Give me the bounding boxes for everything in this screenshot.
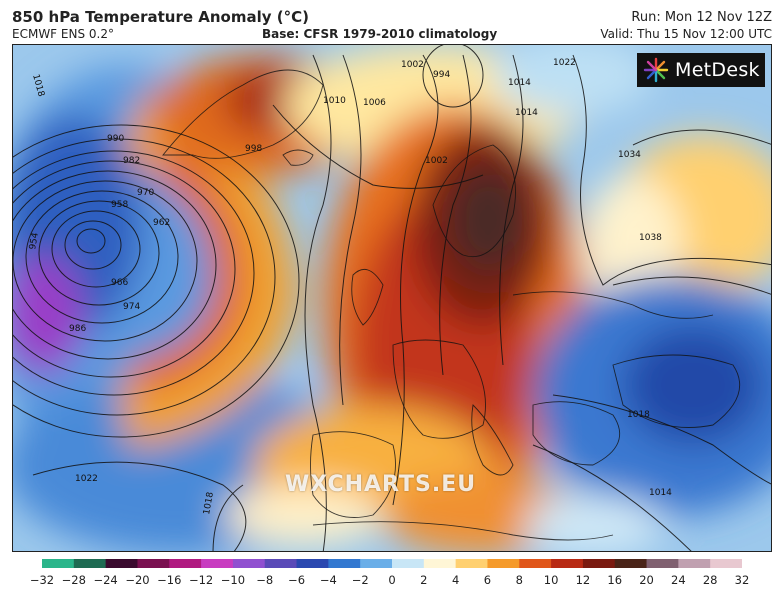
colorbar-segment <box>455 559 489 568</box>
isobar-label: 998 <box>245 144 262 154</box>
wxcharts-watermark: WXCHARTS.EU <box>285 472 477 497</box>
colorbar-segment <box>646 559 679 568</box>
colorbar-tick-label: 0 <box>388 573 396 587</box>
isobar-label: 1002 <box>425 156 448 166</box>
map-canvas: 1018 1010 1006 1002 994 1022 1034 1038 9… <box>13 45 771 551</box>
colorbar-segment <box>582 559 616 568</box>
isobar-label: 958 <box>111 200 128 210</box>
isobar-label: 1010 <box>323 96 346 106</box>
colorbar-tick-label: 32 <box>734 573 750 587</box>
colorbar-tick-label: 10 <box>543 573 559 587</box>
colorbar-segment <box>678 559 711 568</box>
colorbar-tick-label: 16 <box>607 573 623 587</box>
colorbar-tick-label: −28 <box>61 573 86 587</box>
isobar-label: 1006 <box>363 98 386 108</box>
isobar-label: 1014 <box>649 488 672 498</box>
colorbar-segment <box>264 559 298 568</box>
colorbar-segment <box>360 559 393 568</box>
colorbar-segment <box>519 559 552 568</box>
climatology-base-label: Base: CFSR 1979-2010 climatology <box>262 27 498 41</box>
colorbar-tick-label: −6 <box>288 573 306 587</box>
isobar-label: 966 <box>111 278 128 288</box>
colorbar-tick-label: 24 <box>671 573 686 587</box>
isobar-label: 974 <box>123 302 140 312</box>
colorbar-tick-label: 28 <box>702 573 718 587</box>
isobar-label: 1022 <box>75 474 98 484</box>
isobar-label: 1034 <box>618 150 641 160</box>
coastlines <box>162 69 741 541</box>
model-label: ECMWF ENS 0.2° <box>12 27 114 41</box>
colorbar-segment <box>328 559 361 568</box>
isobar-label: 994 <box>433 70 450 80</box>
metdesk-logo-text: MetDesk <box>675 59 760 81</box>
colorbar-tick-label: −16 <box>157 573 182 587</box>
colorbar-tick-label: −12 <box>188 573 214 587</box>
isobar-label: 954 <box>28 232 41 251</box>
colorbar-tick-label: −10 <box>220 573 246 587</box>
colorbar-tick-label: −8 <box>256 573 274 587</box>
colorbar-tick-label: 8 <box>515 573 523 587</box>
isobar-label: 1018 <box>202 491 216 516</box>
colorbar-segment <box>105 559 139 568</box>
isobar-label: 1014 <box>515 108 538 118</box>
isobar-label: 1022 <box>553 58 576 68</box>
metdesk-logo[interactable]: MetDesk <box>637 53 765 87</box>
colorbar-tick-label: −32 <box>29 573 55 587</box>
metdesk-logo-icon <box>643 57 669 83</box>
colorbar-segment <box>201 559 234 568</box>
colorbar-segment <box>232 559 266 568</box>
isobar-label: 990 <box>107 134 124 144</box>
colorbar-segment <box>423 559 457 568</box>
isobar-label: 1002 <box>401 60 424 70</box>
colorbar-tick-label: 20 <box>639 573 654 587</box>
colorbar-segment <box>296 559 329 568</box>
colorbar-segment <box>137 559 170 568</box>
colorbar-gradient <box>42 559 742 568</box>
colorbar-tick-label: 12 <box>575 573 591 587</box>
isobars <box>13 45 771 551</box>
isobar-label: 1038 <box>639 233 662 243</box>
colorbar-segment <box>487 559 520 568</box>
isobar-label: 1018 <box>627 410 650 420</box>
isobar-label: 982 <box>123 156 140 166</box>
valid-time-label: Valid: Thu 15 Nov 12:00 UTC <box>600 27 772 41</box>
isobar-label: 970 <box>137 188 154 198</box>
colorbar-segment <box>614 559 648 568</box>
colorbar-segment <box>551 559 584 568</box>
colorbar-tick-label: 4 <box>451 573 460 587</box>
colorbar-tick-label: 2 <box>420 573 428 587</box>
colorbar-tick-label: −2 <box>351 573 369 587</box>
chart-title: 850 hPa Temperature Anomaly (°C) <box>12 8 309 26</box>
isobar-label: 1014 <box>508 78 531 88</box>
colorbar-segment <box>73 559 107 568</box>
colorbar-segment <box>169 559 202 568</box>
isobar-label: 986 <box>69 324 86 334</box>
colorbar-segment <box>42 559 75 568</box>
isobar-labels: 1018 1010 1006 1002 994 1022 1034 1038 9… <box>28 58 672 516</box>
colorbar-tick-label: 6 <box>483 573 492 587</box>
colorbar-segment <box>392 559 425 568</box>
run-time-label: Run: Mon 12 Nov 12Z <box>631 10 772 25</box>
isobar-label: 962 <box>153 218 170 228</box>
colorbar-tick-label: −4 <box>319 573 337 587</box>
colorbar-segment <box>710 559 742 568</box>
colorbar: −32 −28 −24 −20 −16 −12 −10 −8 −6 −4 −2 0 2 4 6 8 10 12 16… <box>20 557 764 597</box>
anomaly-map[interactable]: 1018 1010 1006 1002 994 1022 1034 1038 9… <box>12 44 772 552</box>
colorbar-tick-label: −24 <box>93 573 118 587</box>
colorbar-tick-label: −20 <box>125 573 150 587</box>
